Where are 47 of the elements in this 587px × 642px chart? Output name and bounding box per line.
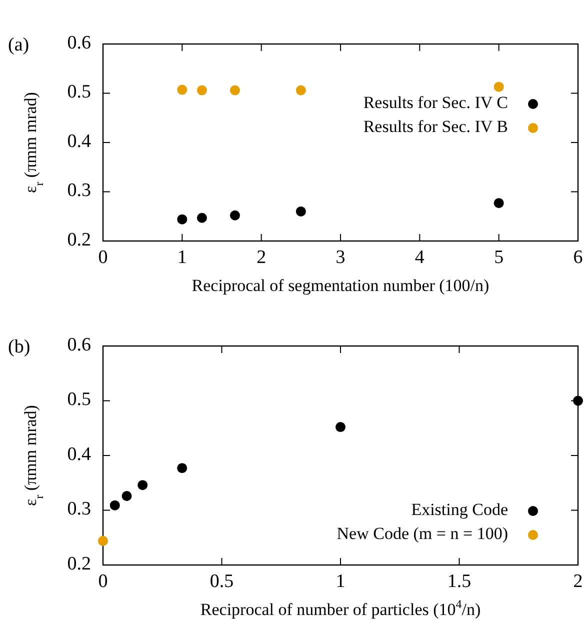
x-tick-label: 1 bbox=[177, 247, 187, 268]
legend-label: Results for Sec. IV C bbox=[363, 92, 508, 112]
point bbox=[196, 212, 207, 223]
x-tick-label: 2 bbox=[256, 247, 266, 268]
legend-label: New Code (m = n = 100) bbox=[336, 524, 508, 543]
y-tick-label: 0.3 bbox=[67, 180, 91, 202]
x-tick-label: 4 bbox=[414, 247, 425, 268]
legend-label: Existing Code bbox=[411, 500, 508, 519]
x-tick-label: 0 bbox=[98, 571, 108, 592]
y-tick-label: 0.4 bbox=[67, 444, 92, 465]
x-tick-label: 5 bbox=[494, 247, 504, 268]
point bbox=[138, 480, 148, 490]
point bbox=[196, 85, 207, 96]
point bbox=[296, 206, 306, 216]
point bbox=[230, 210, 240, 220]
legend-label: Results for Sec. IV B bbox=[363, 116, 508, 136]
x-axis-title: Reciprocal of segmentation number (100/n) bbox=[192, 276, 490, 295]
point bbox=[230, 85, 240, 96]
point bbox=[122, 491, 132, 502]
x-tick-label: 0 bbox=[98, 247, 108, 268]
point bbox=[98, 536, 108, 546]
point bbox=[573, 396, 583, 406]
x-tick-label: 1 bbox=[336, 571, 346, 592]
y-tick-label: 0.4 bbox=[67, 130, 92, 152]
point bbox=[110, 500, 120, 510]
point bbox=[494, 198, 504, 208]
y-tick-label: 0.6 bbox=[67, 32, 91, 54]
y-tick-label: 0.5 bbox=[67, 82, 91, 103]
point bbox=[177, 84, 188, 95]
point bbox=[177, 214, 188, 224]
x-axis-title: Reciprocal of number of particles (10$^{4}$/n) bbox=[200, 597, 481, 619]
x-tick-label: 3 bbox=[336, 247, 346, 268]
point bbox=[494, 82, 504, 92]
chart-title: (a) bbox=[8, 34, 30, 56]
point bbox=[177, 463, 188, 474]
x-tick-label: 2 bbox=[573, 571, 583, 592]
x-tick-label: 6 bbox=[573, 247, 583, 268]
point bbox=[336, 422, 346, 432]
chart-title: (b) bbox=[8, 336, 30, 358]
point bbox=[296, 85, 306, 96]
x-tick-label: 1.5 bbox=[447, 571, 472, 592]
x-tick-label: 0.5 bbox=[210, 571, 234, 592]
y-tick-label: 0.5 bbox=[67, 389, 91, 410]
y-tick-label: 0.2 bbox=[67, 229, 91, 250]
y-tick-label: 0.6 bbox=[67, 334, 91, 356]
y-tick-label: 0.3 bbox=[67, 498, 91, 520]
y-tick-label: 0.2 bbox=[67, 553, 91, 574]
